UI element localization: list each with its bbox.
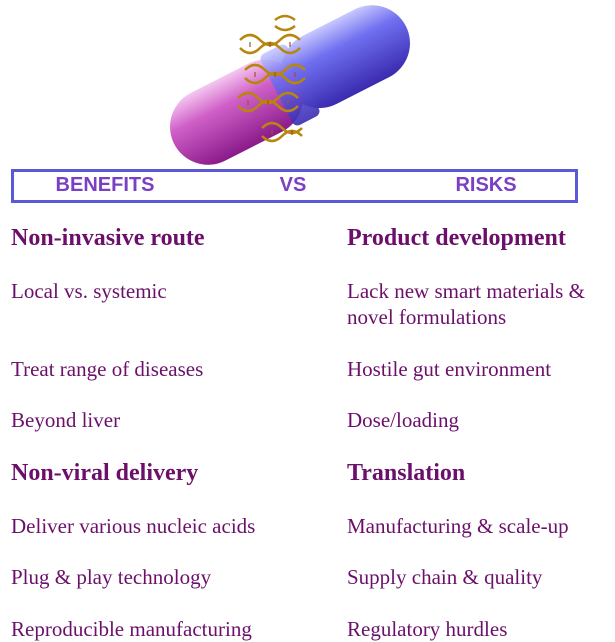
list-item: Plug & play technology [11, 565, 212, 589]
list-item: Local vs. systemic [11, 279, 167, 303]
list-item: Deliver various nucleic acids [11, 514, 256, 538]
section-heading: Non-invasive route [11, 225, 205, 251]
list-item: Supply chain & quality [347, 565, 543, 589]
section-heading: Translation [347, 460, 466, 486]
section-heading: Non-viral delivery [11, 460, 199, 486]
list-item: Hostile gut environment [347, 357, 552, 381]
list-item: Dose/loading [347, 408, 459, 432]
section-heading: Product development [347, 225, 566, 251]
banner-right: RISKS [455, 174, 517, 196]
banner: BENEFITS VS RISKS [11, 169, 578, 203]
dna-rungs [247, 42, 296, 135]
banner-left: BENEFITS [55, 174, 155, 196]
list-item: Beyond liver [11, 408, 121, 432]
list-item: Treat range of diseases [11, 357, 204, 381]
list-item: Manufacturing & scale-up [347, 514, 569, 538]
list-item: Regulatory hurdles [347, 617, 508, 641]
list-item: Lack new smart materials & novel formula… [347, 279, 585, 329]
banner-middle: VS [279, 174, 307, 196]
list-item: Reproducible manufacturing [11, 617, 252, 641]
capsule-illustration [170, 5, 410, 165]
